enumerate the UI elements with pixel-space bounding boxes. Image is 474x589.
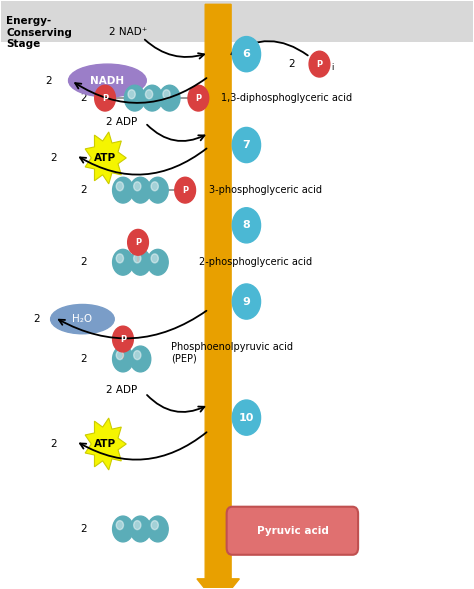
- Circle shape: [232, 127, 261, 163]
- Text: Phosphoenolpyruvic acid
(PEP): Phosphoenolpyruvic acid (PEP): [171, 342, 293, 364]
- Text: ATP: ATP: [94, 153, 116, 163]
- Text: 2: 2: [81, 524, 87, 534]
- Text: 2 NAD⁺: 2 NAD⁺: [109, 27, 148, 37]
- Circle shape: [163, 90, 170, 99]
- Text: 2: 2: [81, 93, 87, 103]
- Circle shape: [142, 85, 163, 111]
- Text: Energy-
Conserving
Stage: Energy- Conserving Stage: [6, 16, 72, 49]
- Circle shape: [147, 516, 168, 542]
- Circle shape: [151, 182, 158, 191]
- Text: 2: 2: [50, 153, 56, 163]
- Text: 2 ADP: 2 ADP: [106, 117, 137, 127]
- Circle shape: [113, 516, 133, 542]
- Text: P: P: [120, 335, 126, 343]
- Text: 2: 2: [34, 314, 40, 324]
- Circle shape: [175, 177, 196, 203]
- Circle shape: [113, 177, 133, 203]
- Text: NADH: NADH: [91, 75, 125, 85]
- Text: 1,3-diphosphoglyceric acid: 1,3-diphosphoglyceric acid: [220, 93, 352, 103]
- Circle shape: [134, 182, 141, 191]
- FancyBboxPatch shape: [227, 507, 358, 555]
- Circle shape: [116, 182, 124, 191]
- Circle shape: [188, 85, 209, 111]
- Ellipse shape: [51, 305, 114, 334]
- Circle shape: [116, 521, 124, 530]
- Circle shape: [147, 249, 168, 275]
- Circle shape: [146, 90, 153, 99]
- Circle shape: [151, 254, 158, 263]
- Text: 2-phosphoglyceric acid: 2-phosphoglyceric acid: [199, 257, 312, 267]
- Text: H₂O: H₂O: [73, 314, 92, 324]
- Circle shape: [113, 346, 133, 372]
- Text: P: P: [195, 94, 201, 102]
- Circle shape: [130, 516, 151, 542]
- Circle shape: [309, 51, 330, 77]
- Text: 9: 9: [243, 296, 250, 306]
- Circle shape: [95, 85, 116, 111]
- Text: 10: 10: [239, 413, 254, 422]
- Circle shape: [232, 284, 261, 319]
- FancyArrow shape: [197, 4, 239, 589]
- Circle shape: [232, 37, 261, 72]
- Circle shape: [128, 230, 148, 255]
- Circle shape: [151, 521, 158, 530]
- Text: P: P: [317, 59, 322, 68]
- Polygon shape: [85, 418, 126, 470]
- Ellipse shape: [69, 64, 146, 97]
- Circle shape: [124, 85, 145, 111]
- Circle shape: [134, 521, 141, 530]
- Text: P: P: [135, 238, 141, 247]
- Circle shape: [130, 177, 151, 203]
- Text: 2: 2: [81, 257, 87, 267]
- Text: 2 ADP: 2 ADP: [106, 385, 137, 395]
- Text: i: i: [331, 63, 334, 72]
- Text: ATP: ATP: [94, 439, 116, 449]
- Text: 7: 7: [243, 140, 250, 150]
- Text: 2: 2: [81, 185, 87, 195]
- Text: 2: 2: [50, 439, 56, 449]
- Circle shape: [116, 254, 124, 263]
- Circle shape: [116, 350, 124, 360]
- Text: 6: 6: [243, 49, 250, 59]
- Circle shape: [128, 90, 135, 99]
- Text: P: P: [102, 94, 108, 102]
- Circle shape: [147, 177, 168, 203]
- Text: 2: 2: [288, 59, 294, 69]
- Circle shape: [113, 249, 133, 275]
- FancyBboxPatch shape: [1, 1, 473, 42]
- Polygon shape: [85, 132, 126, 184]
- Circle shape: [130, 249, 151, 275]
- Text: 2: 2: [45, 75, 52, 85]
- Text: 2: 2: [81, 354, 87, 364]
- Text: Pyruvic acid: Pyruvic acid: [256, 526, 328, 536]
- Circle shape: [130, 346, 151, 372]
- Circle shape: [232, 400, 261, 435]
- Circle shape: [232, 208, 261, 243]
- Text: P: P: [182, 186, 188, 194]
- Text: 8: 8: [243, 220, 250, 230]
- Circle shape: [134, 350, 141, 360]
- Circle shape: [159, 85, 180, 111]
- Circle shape: [134, 254, 141, 263]
- Circle shape: [113, 326, 133, 352]
- Text: 3-phosphoglyceric acid: 3-phosphoglyceric acid: [209, 185, 322, 195]
